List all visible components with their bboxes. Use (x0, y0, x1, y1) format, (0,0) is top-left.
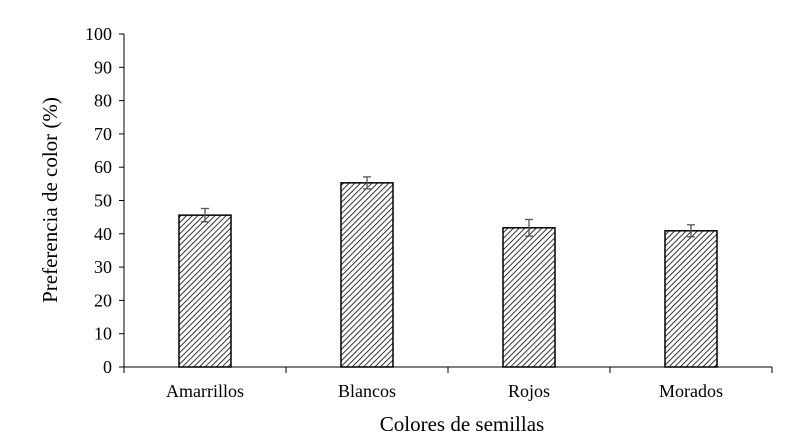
y-tick-label: 0 (103, 357, 112, 377)
category-labels: Amarrillos Blancos Rojos Morados (166, 381, 723, 401)
y-tick-label: 20 (94, 290, 112, 310)
y-axis-ticks: 0 10 20 30 40 50 60 70 80 90 100 (85, 24, 124, 377)
y-tick-label: 90 (94, 57, 112, 77)
error-bar (201, 207, 209, 223)
error-bar (525, 218, 533, 237)
bar-morados (664, 230, 718, 368)
y-axis-title: Preferencia de color (%) (38, 97, 62, 303)
y-tick-label: 40 (94, 224, 112, 244)
error-bar (687, 224, 695, 238)
category-label: Amarrillos (166, 381, 244, 401)
category-label: Morados (659, 381, 723, 401)
y-tick-label: 30 (94, 257, 112, 277)
bar-rojos (502, 227, 556, 368)
y-tick-label: 60 (94, 157, 112, 177)
y-tick-label: 100 (85, 24, 112, 44)
bar-amarrillos (178, 214, 232, 368)
category-label: Rojos (508, 381, 550, 401)
error-bar (363, 176, 371, 190)
y-tick-label: 10 (94, 324, 112, 344)
x-axis-title: Colores de semillas (380, 412, 544, 436)
y-tick-label: 70 (94, 124, 112, 144)
x-axis-ticks (123, 367, 773, 373)
y-tick-label: 50 (94, 191, 112, 211)
category-label: Blancos (338, 381, 396, 401)
y-tick-label: 80 (94, 91, 112, 111)
bars (178, 182, 718, 368)
error-bars (201, 176, 695, 238)
bar-blancos (340, 182, 394, 368)
